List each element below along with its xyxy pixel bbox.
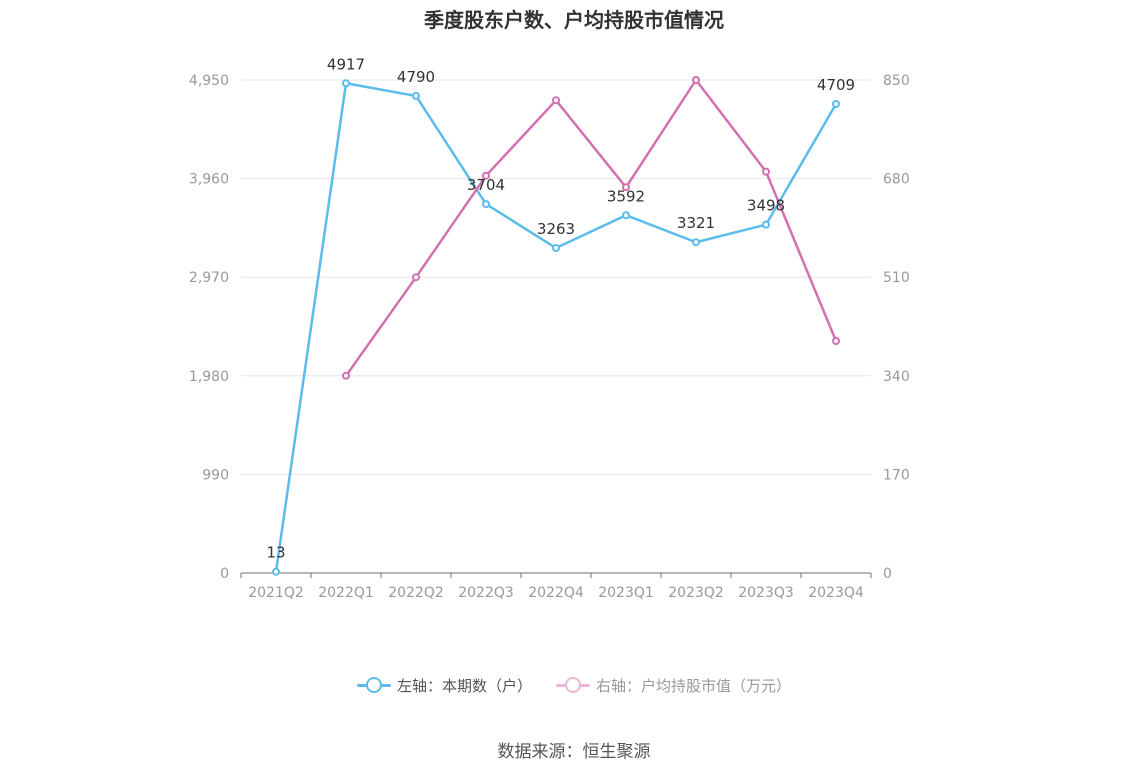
x-tick-label: 2021Q2 <box>248 585 304 601</box>
series-point-right <box>762 167 770 176</box>
series-point-left <box>342 79 350 88</box>
series-point-right <box>342 371 350 380</box>
data-labels: 13 4917 4790 3704 3263 3592 3321 3498 4709 <box>266 55 855 561</box>
y-left-tick-label: 4,950 <box>189 73 229 89</box>
series-point-left <box>412 91 420 100</box>
y-right-tick-label: 170 <box>883 467 910 483</box>
series-point-left <box>692 238 700 247</box>
legend: 左轴：本期数（户） 右轴：户均持股市值（万元） <box>0 674 1148 696</box>
x-tick-label: 2023Q1 <box>598 585 654 601</box>
legend-left-series-icon <box>356 676 391 694</box>
series-point-left <box>272 567 280 576</box>
legend-item-right-series[interactable]: 右轴：户均持股市值（万元） <box>556 675 791 696</box>
series-point-right <box>692 76 700 84</box>
x-tick-label: 2022Q4 <box>528 585 584 601</box>
data-label: 4709 <box>817 76 855 94</box>
y-right-tick-label: 850 <box>883 73 910 89</box>
data-label: 13 <box>266 544 285 562</box>
y-right-tick-label: 680 <box>883 172 910 188</box>
series-point-right <box>552 96 560 105</box>
data-label: 3321 <box>677 214 715 232</box>
data-label: 4790 <box>397 68 435 86</box>
x-tick-label: 2023Q2 <box>668 585 724 601</box>
series-point-left <box>832 100 840 109</box>
x-tick-label: 2022Q3 <box>458 585 514 601</box>
y-left-tick-label: 1,980 <box>189 369 229 385</box>
y-left-tick-label: 3,960 <box>189 172 229 188</box>
y-right-tick-label: 340 <box>883 369 910 385</box>
data-label: 3592 <box>607 187 645 205</box>
series-point-left <box>552 244 560 253</box>
data-label: 3704 <box>467 176 505 194</box>
series-point-right <box>412 273 420 282</box>
y-left-tick-label: 2,970 <box>189 270 229 286</box>
x-tick-label: 2023Q3 <box>738 585 794 601</box>
series-line-left <box>274 82 838 572</box>
x-tick-label: 2023Q4 <box>808 585 864 601</box>
legend-right-series-label: 右轴：户均持股市值（万元） <box>596 676 792 695</box>
y-left-tick-label: 990 <box>202 467 229 483</box>
data-label: 3498 <box>747 197 785 215</box>
series-point-left <box>482 200 490 209</box>
data-label: 4917 <box>327 55 365 73</box>
grid-lines <box>241 79 871 475</box>
legend-left-series-label: 左轴：本期数（户） <box>396 676 532 695</box>
legend-right-series-icon <box>556 676 590 694</box>
chart-title: 季度股东户数、户均持股市值情况 <box>424 8 724 32</box>
data-source-note: 数据来源：恒生聚源 <box>497 742 651 762</box>
axes: 0 990 1,980 2,970 3,960 4,950 0 170 340 510 680 850… <box>189 73 910 601</box>
series-layer <box>272 76 840 576</box>
series-point-left <box>622 211 630 220</box>
x-tick-label: 2022Q1 <box>318 585 374 601</box>
series-line-right <box>344 78 838 377</box>
y-left-tick-label: 0 <box>220 566 229 582</box>
y-right-tick-label: 510 <box>883 270 910 286</box>
x-tick-label: 2022Q2 <box>388 585 444 601</box>
series-point-right <box>622 183 630 192</box>
series-point-left <box>762 220 770 229</box>
y-right-tick-label: 0 <box>883 566 892 582</box>
data-label: 3263 <box>537 220 575 238</box>
series-point-right <box>832 337 840 345</box>
legend-item-left-series[interactable]: 左轴：本期数（户） <box>356 675 532 696</box>
series-point-right <box>482 171 490 180</box>
